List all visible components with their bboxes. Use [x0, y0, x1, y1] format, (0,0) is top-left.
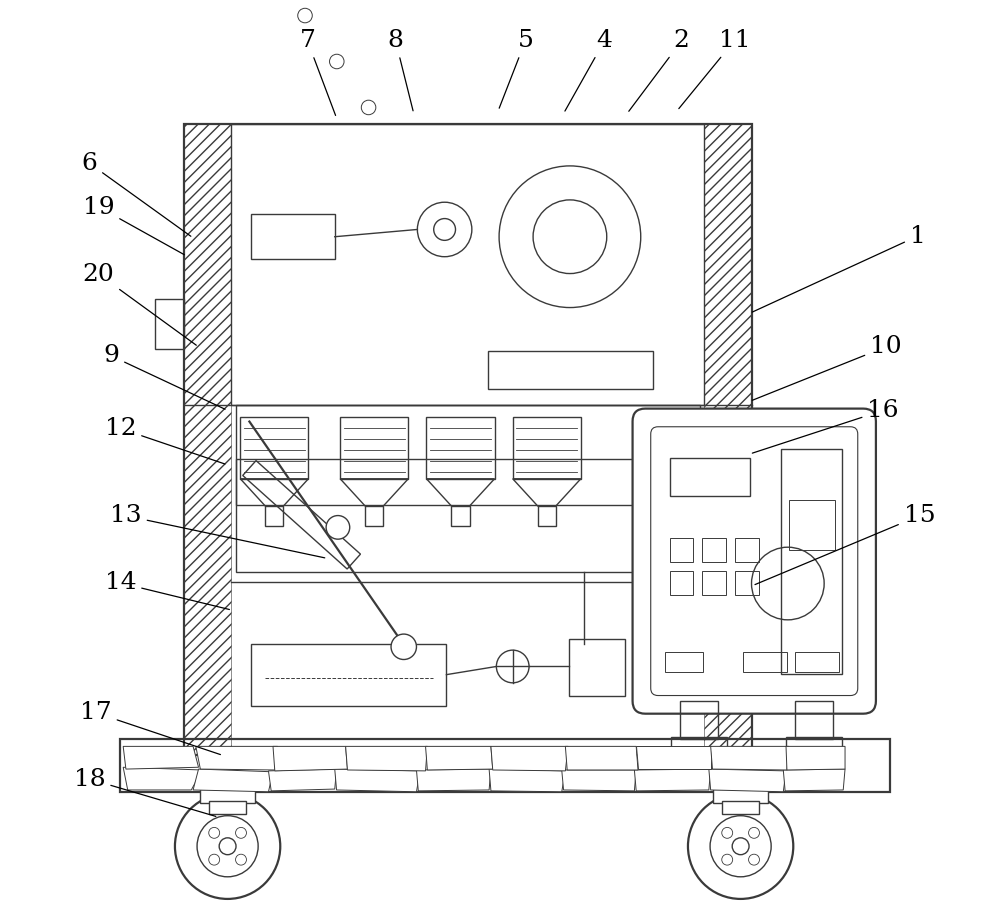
Bar	[200, 789, 255, 803]
Polygon shape	[123, 767, 202, 790]
Polygon shape	[123, 746, 199, 769]
Text: 12: 12	[105, 417, 225, 464]
Bar	[670, 538, 693, 562]
Bar	[251, 214, 335, 260]
Circle shape	[732, 838, 749, 854]
Polygon shape	[491, 746, 568, 771]
Bar	[665, 652, 703, 672]
Polygon shape	[711, 746, 789, 770]
Circle shape	[391, 634, 416, 659]
Text: 1: 1	[752, 224, 926, 312]
Text: 11: 11	[679, 29, 750, 109]
Circle shape	[722, 854, 733, 865]
Bar	[671, 737, 727, 751]
Text: 14: 14	[105, 571, 229, 609]
Bar	[426, 417, 495, 479]
Polygon shape	[786, 746, 845, 770]
Bar	[735, 538, 759, 562]
Text: 13: 13	[110, 504, 325, 558]
Text: 10: 10	[752, 335, 902, 400]
Polygon shape	[565, 746, 638, 770]
Text: 17: 17	[80, 701, 220, 755]
Bar	[340, 417, 408, 479]
Bar	[680, 701, 718, 739]
Bar	[231, 124, 704, 405]
FancyBboxPatch shape	[633, 409, 876, 714]
Bar	[184, 124, 752, 755]
Bar	[789, 500, 835, 550]
Polygon shape	[416, 769, 491, 791]
Text: 7: 7	[300, 29, 336, 115]
Polygon shape	[783, 769, 845, 791]
Polygon shape	[335, 769, 420, 792]
Text: 19: 19	[83, 195, 184, 255]
Polygon shape	[634, 769, 711, 791]
Circle shape	[209, 827, 220, 838]
Text: 16: 16	[752, 399, 899, 453]
Circle shape	[219, 838, 236, 854]
Text: 8: 8	[388, 29, 413, 111]
Bar	[722, 801, 759, 814]
Circle shape	[749, 854, 759, 865]
Bar	[702, 538, 726, 562]
Circle shape	[749, 827, 759, 838]
Circle shape	[722, 827, 733, 838]
Bar	[209, 801, 246, 814]
Bar	[795, 652, 839, 672]
Bar	[538, 506, 556, 526]
Text: 15: 15	[755, 504, 935, 585]
Circle shape	[236, 854, 246, 865]
Circle shape	[298, 8, 312, 23]
Bar	[713, 789, 768, 803]
Bar	[365, 506, 383, 526]
Bar	[488, 350, 653, 389]
Bar	[795, 701, 833, 739]
Bar	[251, 644, 446, 706]
Bar	[155, 299, 184, 349]
Text: 20: 20	[83, 262, 196, 345]
Text: 6: 6	[82, 152, 191, 236]
Bar	[451, 506, 470, 526]
Bar	[184, 124, 231, 755]
Bar	[704, 124, 752, 755]
Bar	[702, 571, 726, 595]
Polygon shape	[193, 769, 273, 792]
Polygon shape	[636, 746, 711, 769]
Bar	[236, 405, 700, 505]
Circle shape	[688, 794, 793, 899]
Bar	[735, 571, 759, 595]
Bar	[670, 571, 693, 595]
Circle shape	[175, 794, 280, 899]
Circle shape	[209, 854, 220, 865]
Bar	[265, 506, 283, 526]
Text: 2: 2	[629, 29, 690, 112]
Bar	[743, 652, 787, 672]
Polygon shape	[489, 769, 565, 792]
Text: 18: 18	[74, 767, 216, 816]
Polygon shape	[709, 769, 786, 792]
Bar	[670, 458, 750, 496]
Polygon shape	[562, 770, 636, 791]
Bar	[781, 449, 842, 674]
Bar	[240, 417, 308, 479]
Bar	[120, 739, 890, 792]
Circle shape	[361, 100, 376, 114]
Circle shape	[236, 827, 246, 838]
Bar	[513, 417, 581, 479]
Polygon shape	[268, 769, 337, 791]
Polygon shape	[426, 746, 493, 770]
Polygon shape	[346, 746, 427, 771]
Bar	[236, 459, 700, 572]
Polygon shape	[196, 746, 278, 770]
Bar	[569, 639, 625, 696]
Bar	[786, 737, 842, 751]
Circle shape	[326, 516, 350, 539]
Polygon shape	[273, 746, 347, 771]
FancyBboxPatch shape	[651, 427, 858, 696]
Text: 4: 4	[565, 29, 612, 111]
Text: 5: 5	[499, 29, 533, 108]
Text: 9: 9	[103, 344, 225, 410]
Circle shape	[330, 54, 344, 69]
